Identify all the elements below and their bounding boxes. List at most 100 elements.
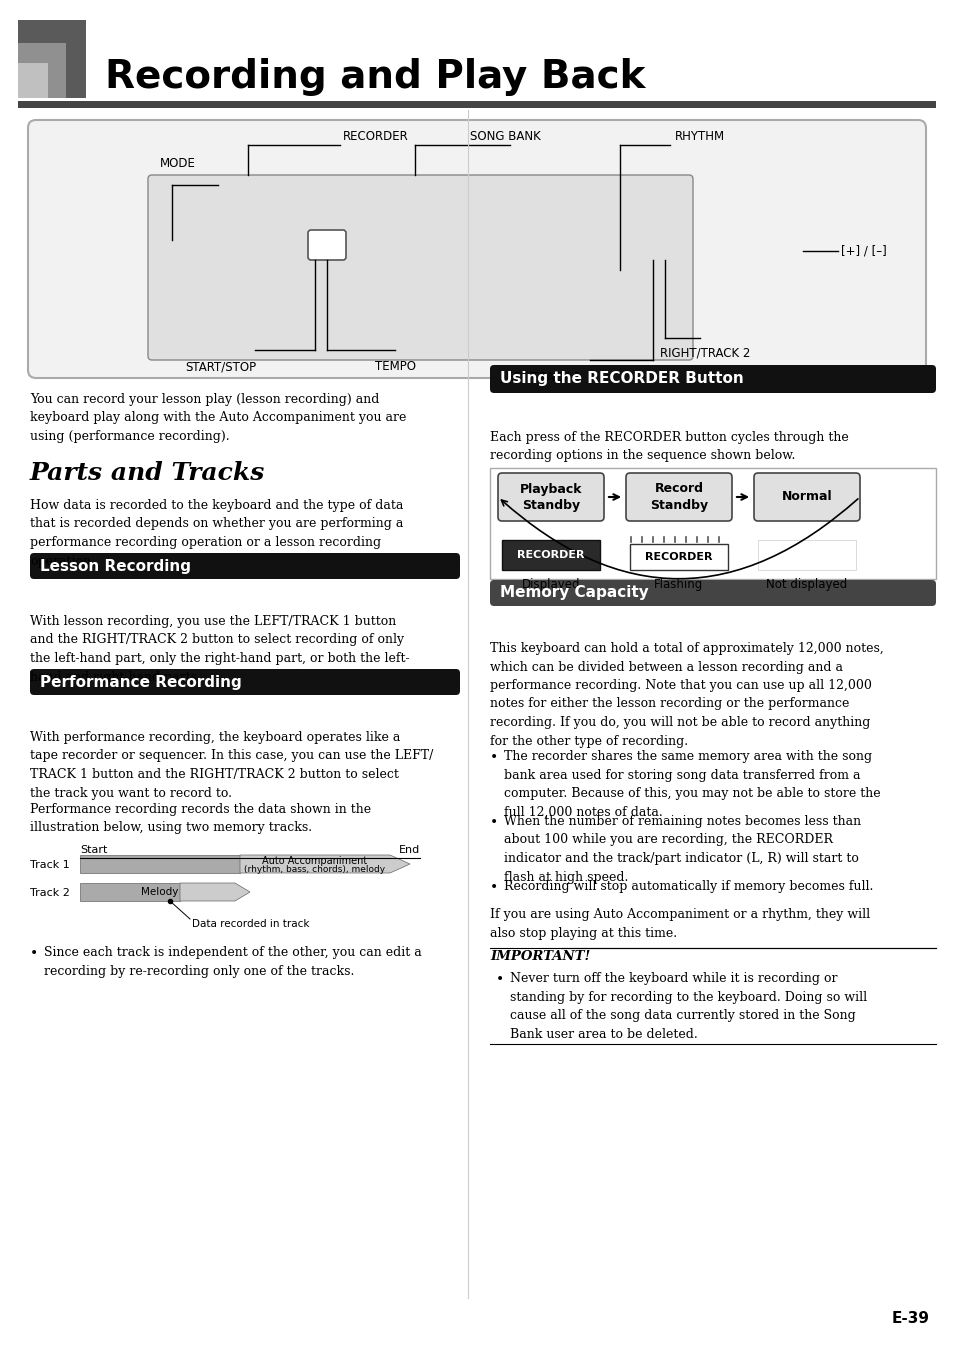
Text: Never turn off the keyboard while it is recording or
standing by for recording t: Never turn off the keyboard while it is … [510, 972, 866, 1041]
Text: If you are using Auto Accompaniment or a rhythm, they will
also stop playing at : If you are using Auto Accompaniment or a… [490, 909, 869, 940]
Text: [+] / [–]: [+] / [–] [841, 244, 886, 257]
Circle shape [709, 168, 729, 187]
Polygon shape [180, 883, 250, 900]
FancyBboxPatch shape [308, 231, 346, 260]
Text: START/STOP: START/STOP [185, 360, 255, 373]
FancyBboxPatch shape [753, 473, 859, 520]
Text: Performance Recording: Performance Recording [40, 674, 241, 689]
Text: You can record your lesson play (lesson recording) and
keyboard play along with : You can record your lesson play (lesson … [30, 394, 406, 443]
Text: Auto Accompaniment: Auto Accompaniment [262, 856, 367, 865]
FancyBboxPatch shape [490, 365, 935, 394]
Bar [392, 240, 416, 260]
Text: Memory Capacity: Memory Capacity [499, 585, 648, 600]
Text: Performance recording records the data shown in the
illustration below, using tw: Performance recording records the data s… [30, 803, 371, 834]
Bar [831, 240, 855, 260]
Text: Lesson Recording: Lesson Recording [40, 558, 191, 573]
Text: Playback
Standby: Playback Standby [519, 483, 581, 511]
Text: RHYTHM: RHYTHM [675, 129, 724, 143]
Bar [275, 334, 317, 355]
Text: MODE: MODE [160, 156, 195, 170]
Bar [629, 545, 727, 570]
Circle shape [63, 229, 101, 267]
Text: Record
Standby: Record Standby [649, 483, 707, 511]
Bar [18, 43, 66, 98]
Text: The recorder shares the same memory area with the song
bank area used for storin: The recorder shares the same memory area… [503, 749, 880, 818]
Bar [80, 883, 180, 900]
Text: Start: Start [80, 845, 108, 855]
Text: RECORDER: RECORDER [343, 129, 408, 143]
Text: RIGHT/TRACK 2: RIGHT/TRACK 2 [659, 346, 750, 359]
Text: E-39: E-39 [891, 1312, 929, 1326]
Bar [724, 299, 748, 324]
Text: Since each track is independent of the other, you can edit a
recording by re-rec: Since each track is independent of the o… [44, 946, 421, 977]
Text: Recording will stop automatically if memory becomes full.: Recording will stop automatically if mem… [503, 880, 872, 892]
Bar [392, 334, 434, 355]
FancyBboxPatch shape [497, 473, 603, 520]
Bar [80, 855, 240, 874]
Bar [218, 334, 260, 355]
FancyBboxPatch shape [490, 580, 935, 607]
Text: •: • [490, 816, 497, 829]
Text: When the number of remaining notes becomes less than
about 100 while you are rec: When the number of remaining notes becom… [503, 816, 861, 883]
FancyBboxPatch shape [30, 553, 459, 580]
Text: Not displayed: Not displayed [765, 578, 846, 590]
Text: With performance recording, the keyboard operates like a
tape recorder or sequen: With performance recording, the keyboard… [30, 731, 433, 799]
Text: Flashing: Flashing [654, 578, 703, 590]
FancyBboxPatch shape [30, 669, 459, 696]
Bar [359, 240, 384, 260]
Text: (rhythm, bass, chords), melody: (rhythm, bass, chords), melody [244, 864, 385, 874]
Bar [754, 299, 779, 324]
Text: •: • [490, 880, 497, 894]
FancyBboxPatch shape [28, 120, 925, 377]
Bar [501, 541, 599, 570]
Bar [740, 240, 764, 260]
Bar [334, 334, 375, 355]
Bar [160, 257, 182, 288]
Bar [160, 334, 202, 355]
Polygon shape [240, 855, 410, 874]
FancyBboxPatch shape [148, 175, 692, 360]
Text: This keyboard can hold a total of approximately 12,000 notes,
which can be divid: This keyboard can hold a total of approx… [490, 642, 882, 748]
Bar [644, 240, 668, 260]
Text: SONG BANK: SONG BANK [470, 129, 540, 143]
Bar [423, 240, 448, 260]
Bar [758, 541, 855, 570]
Text: •: • [496, 972, 504, 985]
Bar [488, 240, 512, 260]
Bar [754, 270, 779, 293]
Bar [285, 220, 450, 295]
Text: Displayed: Displayed [521, 578, 579, 590]
Bar [160, 301, 182, 330]
Bar [18, 101, 935, 108]
Bar [724, 239, 748, 263]
Text: Each press of the RECORDER button cycles through the
recording options in the se: Each press of the RECORDER button cycles… [490, 431, 848, 462]
Text: •: • [30, 946, 38, 960]
Bar [490, 468, 935, 580]
Bar [18, 20, 86, 98]
Bar [784, 270, 808, 293]
Text: How data is recorded to the keyboard and the type of data
that is recorded depen: How data is recorded to the keyboard and… [30, 499, 403, 568]
Text: LEFT/TRACK 1: LEFT/TRACK 1 [499, 369, 580, 383]
Bar [160, 216, 182, 245]
Text: •: • [490, 749, 497, 764]
FancyBboxPatch shape [625, 473, 731, 520]
Bar [708, 240, 732, 260]
Bar [18, 63, 48, 98]
Text: TEMPO: TEMPO [375, 360, 416, 373]
Text: Track 2: Track 2 [30, 888, 70, 898]
Bar [724, 270, 748, 293]
Text: With lesson recording, you use the LEFT/TRACK 1 button
and the RIGHT/TRACK 2 but: With lesson recording, you use the LEFT/… [30, 615, 409, 683]
Bar [800, 240, 823, 260]
Text: RECORDER: RECORDER [517, 550, 584, 559]
Text: RECORDER: RECORDER [644, 551, 712, 562]
Bar [784, 299, 808, 324]
Bar [456, 240, 479, 260]
Bar [754, 239, 779, 263]
Bar [677, 240, 700, 260]
Bar [784, 239, 808, 263]
Text: Melody: Melody [141, 887, 178, 896]
Text: Parts and Tracks: Parts and Tracks [30, 461, 265, 485]
Bar [754, 239, 779, 263]
Text: End: End [398, 845, 419, 855]
Text: Track 1: Track 1 [30, 860, 70, 869]
